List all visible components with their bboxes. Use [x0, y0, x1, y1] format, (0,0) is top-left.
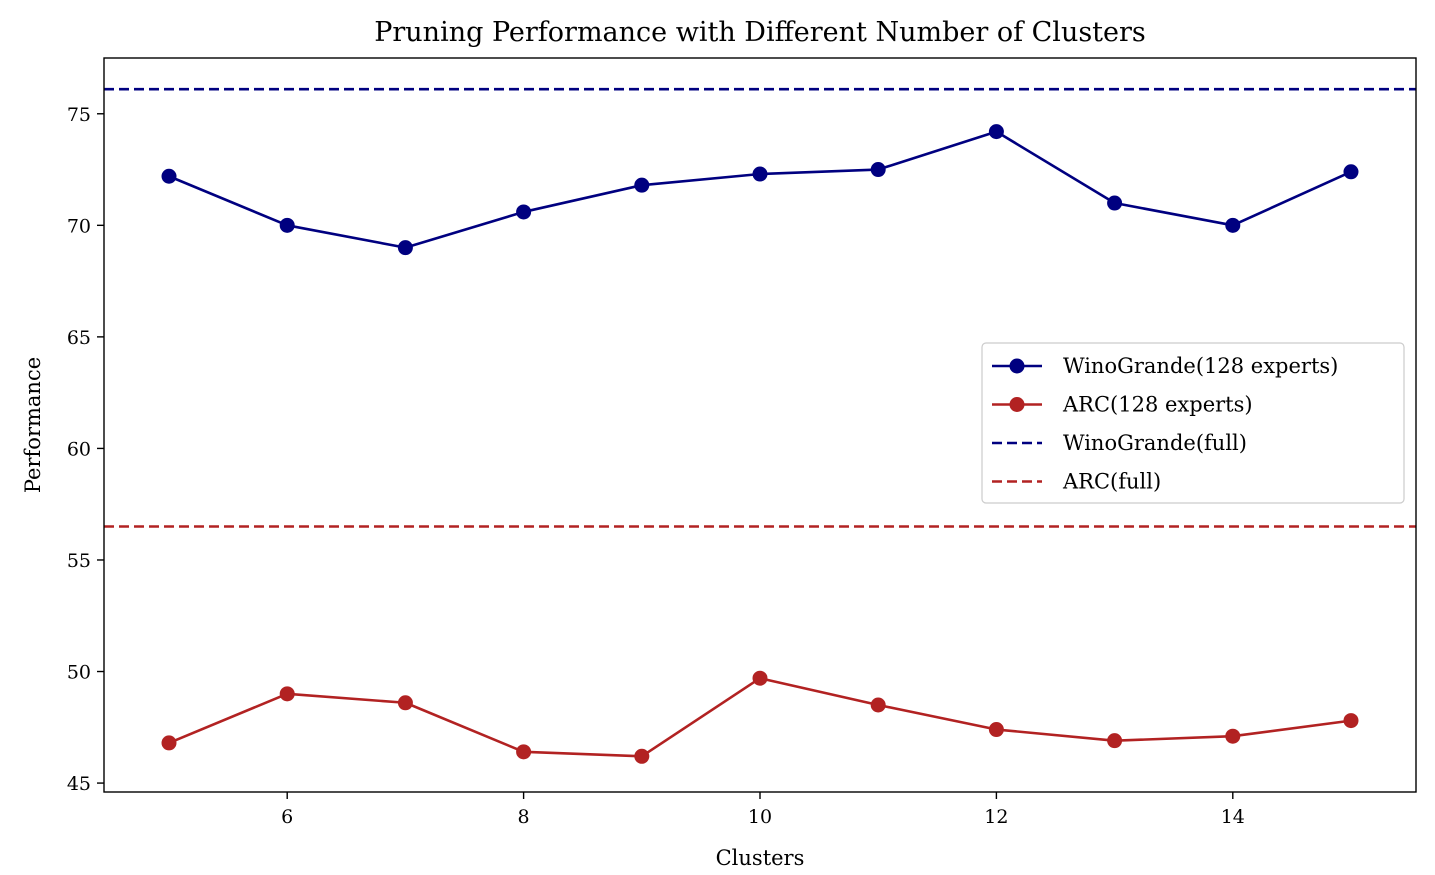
x-tick-label: 6: [281, 806, 293, 828]
legend: WinoGrande(128 experts) ARC(128 experts) W…: [981, 342, 1405, 504]
x-tick-label: 8: [518, 806, 530, 828]
ticks-layer: 6 8 10 12 14 45 50 55 60 65 70 75: [67, 104, 1245, 828]
data-point-arc-128-experts: [397, 695, 413, 711]
data-point-arc-128-experts: [1107, 733, 1123, 749]
data-point-winogrande-128-experts: [1225, 217, 1241, 233]
x-tick-label: 10: [748, 806, 772, 828]
legend-marker-winogrande-128-experts: [1009, 358, 1025, 374]
plot-frame: [103, 57, 1417, 793]
data-point-arc-128-experts: [634, 748, 650, 764]
data-point-winogrande-128-experts: [516, 204, 532, 220]
legend-label-arc-128-experts: ARC(128 experts): [1062, 393, 1253, 417]
data-point-arc-128-experts: [752, 670, 768, 686]
y-tick-label: 50: [67, 662, 91, 684]
y-tick-label: 65: [67, 327, 91, 349]
y-axis-label: Performance: [21, 357, 45, 493]
legend-label-winogrande-128-experts: WinoGrande(128 experts): [1063, 354, 1338, 378]
data-point-winogrande-128-experts: [752, 166, 768, 182]
y-tick-label: 55: [67, 550, 91, 572]
legend-label-winogrande-full: WinoGrande(full): [1063, 431, 1247, 455]
data-point-winogrande-128-experts: [870, 162, 886, 178]
y-tick-label: 45: [67, 773, 91, 795]
legend-marker-arc-128-experts: [1009, 397, 1025, 412]
chart-title: Pruning Performance with Different Numbe…: [374, 17, 1146, 48]
data-point-arc-128-experts: [1225, 728, 1241, 744]
data-point-winogrande-128-experts: [397, 240, 413, 256]
data-point-arc-128-experts: [870, 697, 886, 713]
data-point-arc-128-experts: [279, 686, 295, 702]
reference-lines: [104, 87, 1416, 528]
data-point-winogrande-128-experts: [634, 177, 650, 193]
y-tick-label: 70: [67, 215, 91, 237]
data-point-winogrande-128-experts: [1107, 195, 1123, 211]
y-tick-label: 75: [67, 104, 91, 126]
y-tick-label: 60: [67, 438, 91, 460]
legend-label-arc-full: ARC(full): [1062, 470, 1161, 494]
data-point-arc-128-experts: [988, 722, 1004, 738]
data-point-winogrande-128-experts: [161, 168, 177, 184]
series-layer: [161, 124, 1359, 764]
x-tick-label: 12: [984, 806, 1008, 828]
x-axis-label: Clusters: [716, 846, 805, 870]
data-point-winogrande-128-experts: [988, 124, 1004, 140]
data-point-arc-128-experts: [161, 735, 177, 751]
data-point-winogrande-128-experts: [1343, 164, 1359, 180]
legend-box: [981, 342, 1405, 504]
data-point-arc-128-experts: [516, 744, 532, 760]
x-tick-label: 14: [1221, 806, 1245, 828]
data-point-winogrande-128-experts: [279, 217, 295, 233]
data-point-arc-128-experts: [1343, 713, 1359, 729]
